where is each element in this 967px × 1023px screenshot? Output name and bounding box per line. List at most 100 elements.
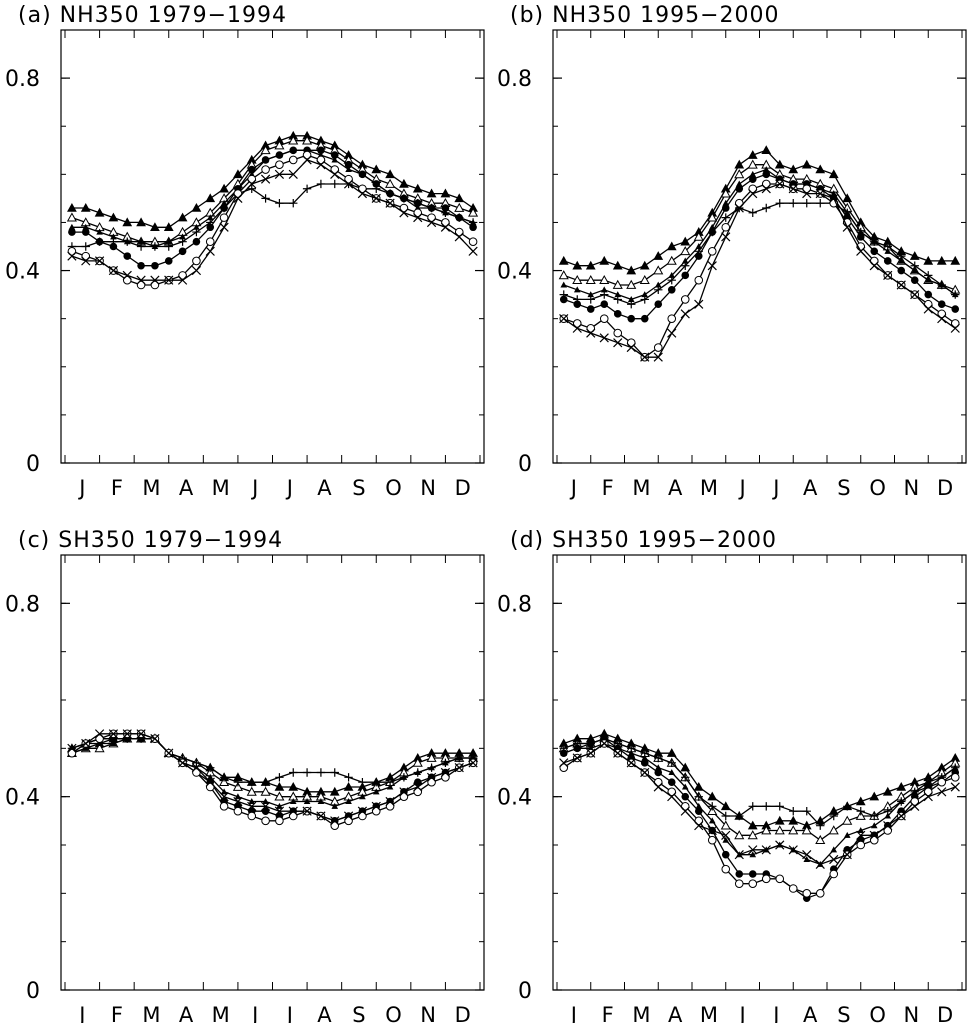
data-point-open-circle — [219, 802, 229, 811]
data-point-open-circle — [178, 271, 187, 280]
data-point-filled-triangle — [801, 159, 812, 169]
data-point-cross — [802, 188, 812, 199]
data-point-open-circle — [454, 227, 464, 237]
data-point-small-triangle — [96, 228, 103, 235]
data-point-plus — [289, 199, 298, 208]
y-tick-label: 0.4 — [5, 786, 40, 811]
data-point-open-circle — [385, 802, 395, 811]
x-tick-label: M — [700, 476, 718, 500]
data-point-open-circle — [427, 777, 436, 787]
data-point-plus — [247, 777, 256, 787]
data-point-filled-circle — [735, 870, 744, 878]
data-point-open-circle — [219, 213, 229, 222]
data-point-cross — [219, 792, 229, 802]
data-point-filled-circle — [123, 252, 132, 260]
data-point-open-triangle — [585, 274, 596, 285]
data-point-plus — [302, 768, 312, 777]
data-point-open-triangle — [747, 830, 758, 840]
data-point-cross — [108, 729, 119, 739]
data-point-open-circle — [667, 787, 677, 797]
x-tick-label: J — [771, 1003, 779, 1023]
data-point-plus — [802, 806, 811, 816]
data-point-cross — [680, 806, 690, 816]
data-point-plus — [150, 242, 160, 251]
data-point-plus — [233, 777, 243, 787]
data-point-plus — [192, 758, 201, 768]
data-point-filled-triangle — [288, 781, 299, 791]
data-point-cross — [829, 854, 839, 865]
panel-title: (d) SH350 1995−2000 — [510, 528, 777, 553]
data-point-open-circle — [923, 787, 933, 797]
data-point-plus — [870, 811, 879, 821]
data-point-cross — [613, 338, 623, 348]
data-point-filled-circle — [261, 807, 270, 815]
data-point-cross — [440, 222, 451, 232]
data-point-open-circle — [399, 203, 409, 213]
y-tick-label: 0.4 — [5, 260, 40, 285]
data-point-plus — [802, 199, 811, 208]
data-point-cross — [122, 270, 132, 280]
data-point-open-triangle — [302, 135, 313, 145]
data-point-filled-circle — [667, 778, 676, 786]
data-point-filled-circle — [109, 242, 118, 251]
data-point-plus — [789, 806, 798, 816]
data-point-cross — [385, 198, 395, 208]
data-point-cross — [721, 830, 731, 840]
data-point-plus — [385, 777, 395, 787]
panel-title: (c) SH350 1979−1994 — [18, 528, 283, 553]
data-point-filled-circle — [897, 266, 906, 275]
data-point-plus — [721, 811, 730, 821]
series-filled-triangle — [558, 145, 961, 275]
data-point-cross — [371, 193, 381, 204]
data-point-cross — [357, 806, 368, 816]
x-tick-label: M — [142, 1003, 160, 1023]
data-point-cross — [559, 314, 569, 324]
data-point-cross — [233, 796, 243, 807]
series-small-triangle — [68, 146, 477, 250]
data-point-plus — [247, 184, 256, 193]
data-point-filled-triangle — [828, 169, 839, 179]
data-point-open-circle — [67, 247, 77, 256]
data-point-small-triangle — [372, 788, 380, 795]
data-point-cross — [640, 767, 650, 778]
data-point-open-triangle — [260, 145, 271, 155]
data-point-cross — [67, 743, 77, 753]
data-point-filled-circle — [627, 314, 636, 323]
data-point-filled-triangle — [274, 781, 285, 791]
data-point-plus — [413, 768, 422, 777]
data-point-cross — [883, 821, 893, 831]
data-point-plus — [358, 777, 367, 787]
data-point-cross — [599, 333, 609, 343]
data-point-cross — [330, 169, 340, 179]
data-point-filled-circle — [924, 290, 933, 299]
data-point-cross — [937, 787, 947, 797]
data-point-plus — [385, 189, 395, 198]
data-point-open-triangle — [828, 825, 839, 835]
data-point-filled-circle — [856, 233, 865, 241]
data-point-plus — [372, 777, 381, 787]
data-point-cross — [288, 806, 298, 816]
data-point-open-triangle — [815, 834, 826, 845]
data-point-open-triangle — [412, 757, 423, 767]
series-line — [71, 183, 474, 248]
data-point-cross — [177, 758, 188, 768]
data-point-cross — [694, 821, 704, 831]
data-point-cross — [274, 169, 285, 179]
data-point-small-triangle — [749, 851, 757, 858]
data-point-plus — [951, 763, 960, 772]
data-point-cross — [164, 275, 174, 285]
series-cross — [67, 155, 478, 285]
data-point-open-triangle — [707, 212, 718, 222]
data-point-small-triangle — [803, 856, 811, 863]
data-point-cross — [869, 830, 879, 840]
data-point-filled-triangle — [412, 183, 423, 193]
data-point-filled-triangle — [680, 762, 691, 772]
series-cross — [67, 729, 478, 826]
x-tick-label: S — [837, 1003, 850, 1023]
data-point-filled-circle — [372, 180, 381, 188]
x-tick-label: O — [385, 1003, 402, 1023]
data-point-open-circle — [950, 773, 960, 782]
data-point-open-circle — [721, 222, 731, 232]
series-line — [563, 168, 956, 301]
